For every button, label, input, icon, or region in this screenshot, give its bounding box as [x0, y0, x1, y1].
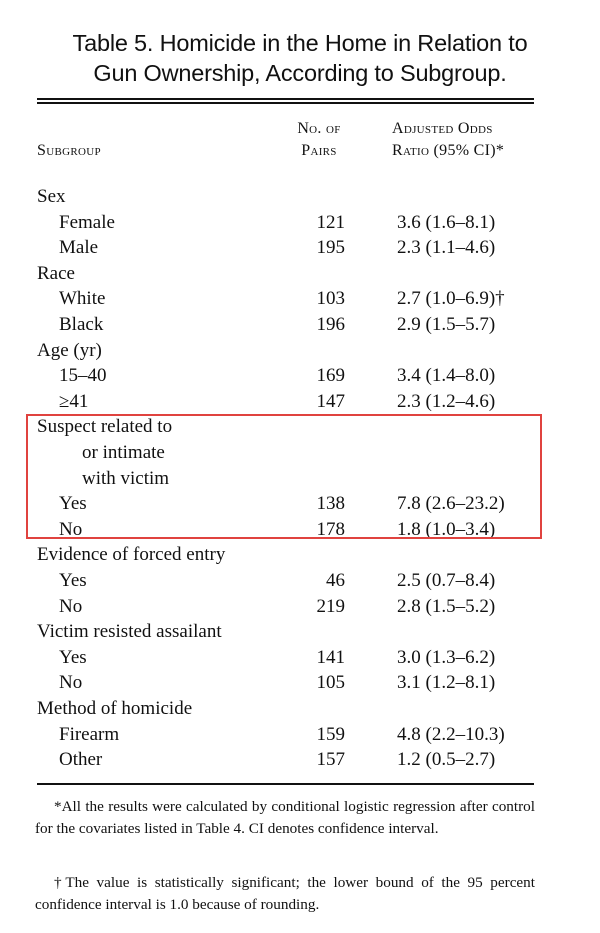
table-row: Other 157 1.2 (0.5–2.7)	[0, 747, 600, 773]
pairs-value: 157	[316, 749, 346, 771]
group-label-suspect: Suspect related to	[37, 416, 173, 438]
odds-ratio-value: 3.4 (1.4–8.0)	[397, 365, 496, 387]
subgroup-label: Female	[59, 211, 115, 233]
pairs-value: 159	[316, 723, 346, 745]
table-title-line-1: Table 5. Homicide in the Home in Relatio…	[72, 30, 528, 56]
subgroup-label: ≥41	[59, 390, 89, 412]
table-row: Race	[0, 261, 600, 287]
table-row: Age (yr)	[0, 338, 600, 364]
subgroup-label: Male	[59, 237, 99, 259]
subgroup-label: 15–40	[59, 365, 107, 387]
group-label-race: Race	[37, 262, 75, 284]
odds-ratio-value: 7.8 (2.6–23.2)	[397, 493, 505, 515]
table-row: Yes 141 3.0 (1.3–6.2)	[0, 645, 600, 671]
table-title-line-2: Gun Ownership, According to Subgroup.	[93, 60, 507, 86]
table-row: Evidence of forced entry	[0, 542, 600, 568]
odds-ratio-value: 2.3 (1.2–4.6)	[397, 390, 496, 412]
header-subgroup: Subgroup	[37, 142, 101, 159]
odds-ratio-value: 3.0 (1.3–6.2)	[397, 646, 496, 668]
table-row: Female 121 3.6 (1.6–8.1)	[0, 210, 600, 236]
pairs-value: 147	[316, 390, 346, 412]
table-row: Yes 138 7.8 (2.6–23.2)	[0, 491, 600, 517]
table-row: Black 196 2.9 (1.5–5.7)	[0, 312, 600, 338]
table-row: No 105 3.1 (1.2–8.1)	[0, 670, 600, 696]
header-odds-line-1: Adjusted Odds	[392, 120, 493, 137]
table-row: White 103 2.7 (1.0–6.9)†	[0, 286, 600, 312]
odds-ratio-value: 1.2 (0.5–2.7)	[397, 749, 496, 771]
footnote-asterisk: *All the results were calculated by cond…	[35, 798, 535, 837]
group-label-method: Method of homicide	[37, 698, 193, 719]
table-row: Suspect related to	[0, 414, 600, 440]
odds-ratio-value: 1.8 (1.0–3.4)	[397, 518, 496, 540]
table-row: No 219 2.8 (1.5–5.2)	[0, 594, 600, 620]
table-row: with victim	[0, 466, 600, 492]
top-rule-2	[37, 102, 534, 104]
pairs-value: 141	[316, 646, 346, 668]
pairs-value: 138	[316, 493, 346, 515]
table-title: Table 5. Homicide in the Home in Relatio…	[0, 28, 600, 88]
highlight-box	[26, 414, 542, 539]
pairs-value: 46	[326, 570, 345, 591]
odds-ratio-value: 2.9 (1.5–5.7)	[397, 314, 496, 335]
group-label-continuation: or intimate	[82, 442, 165, 463]
odds-ratio-value: 4.8 (2.2–10.3)	[397, 723, 505, 745]
table-row: or intimate	[0, 440, 600, 466]
header-pairs: No. of Pairs	[287, 118, 351, 162]
bottom-rule	[37, 783, 534, 785]
table-row: No 178 1.8 (1.0–3.4)	[0, 517, 600, 543]
subgroup-label: No	[59, 518, 83, 540]
subgroup-label: Firearm	[59, 723, 120, 745]
header-odds-ratio: Adjusted Odds Ratio (95% CI)*	[392, 118, 504, 162]
group-label-age: Age (yr)	[37, 339, 102, 361]
group-label-continuation: with victim	[82, 467, 170, 489]
pairs-value: 196	[316, 314, 346, 335]
subgroup-label: No	[59, 672, 83, 694]
table-row: ≥41 147 2.3 (1.2–4.6)	[0, 389, 600, 415]
table-row: Firearm 159 4.8 (2.2–10.3)	[0, 722, 600, 748]
table-row: Method of homicide	[0, 696, 600, 722]
odds-ratio-value: 2.5 (0.7–8.4)	[397, 570, 496, 591]
odds-ratio-value: 2.7 (1.0–6.9)†	[397, 288, 505, 310]
subgroup-label: Other	[59, 749, 103, 771]
table-row: 15–40 169 3.4 (1.4–8.0)	[0, 363, 600, 389]
top-rule-1	[37, 98, 534, 100]
odds-ratio-value: 3.1 (1.2–8.1)	[397, 672, 496, 694]
table-row: Male 195 2.3 (1.1–4.6)	[0, 235, 600, 261]
table-row: Victim resisted assailant	[0, 619, 600, 645]
header-odds-line-2: Ratio (95% CI)*	[392, 142, 505, 159]
pairs-value: 121	[316, 211, 346, 233]
footnote-dagger: †The value is statistically significant;…	[35, 874, 535, 913]
subgroup-label: Black	[59, 314, 104, 335]
group-label-sex: Sex	[37, 186, 66, 207]
odds-ratio-value: 3.6 (1.6–8.1)	[397, 211, 496, 233]
odds-ratio-value: 2.3 (1.1–4.6)	[397, 237, 496, 259]
subgroup-label: Yes	[59, 570, 87, 591]
pairs-value: 219	[316, 595, 346, 617]
subgroup-label: Yes	[59, 493, 87, 515]
table-row: Yes 46 2.5 (0.7–8.4)	[0, 568, 600, 594]
subgroup-label: Yes	[59, 646, 87, 668]
header-pairs-line-1: No. of	[297, 120, 341, 137]
pairs-value: 103	[316, 288, 346, 310]
subgroup-label: No	[59, 595, 83, 617]
group-label-forced-entry: Evidence of forced entry	[37, 544, 226, 566]
pairs-value: 178	[316, 518, 346, 540]
header-pairs-line-2: Pairs	[301, 142, 337, 159]
odds-ratio-value: 2.8 (1.5–5.2)	[397, 595, 496, 617]
subgroup-label: White	[59, 288, 106, 310]
table-row: Sex	[0, 184, 600, 210]
group-label-victim-resisted: Victim resisted assailant	[37, 621, 222, 643]
pairs-value: 105	[316, 672, 346, 694]
pairs-value: 195	[316, 237, 346, 259]
pairs-value: 169	[316, 365, 346, 387]
